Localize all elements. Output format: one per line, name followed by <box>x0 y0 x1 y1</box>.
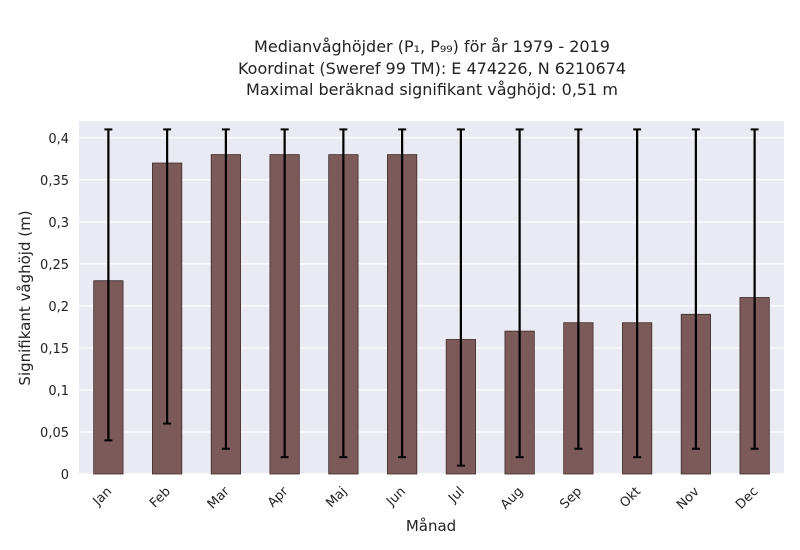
plot-area <box>79 121 784 474</box>
y-axis-label: Signifikant våghöjd (m) <box>16 210 34 385</box>
x-tick-label: Sep <box>557 484 585 512</box>
x-tick-label: Jun <box>383 484 409 510</box>
x-tick-label: Mar <box>205 484 233 512</box>
error-bar-jul <box>456 128 465 467</box>
error-bar-apr <box>280 128 289 459</box>
y-tick-label: 0,15 <box>40 342 69 357</box>
error-bar-maj <box>339 128 348 459</box>
y-tick-label: 0,35 <box>40 174 69 189</box>
y-tick-label: 0 <box>61 468 69 483</box>
y-tick-label: 0,05 <box>40 426 69 441</box>
grid-lines <box>79 137 784 475</box>
x-tick-label: Dec <box>733 484 761 512</box>
x-tick-label: Okt <box>617 484 644 511</box>
error-bar-dec <box>750 128 759 450</box>
chart-title: Medianvåghöjder (P₁, P₉₉) för år 1979 - … <box>238 37 626 99</box>
error-bar-jan <box>104 128 113 442</box>
error-bars <box>104 128 759 467</box>
x-tick-label: Apr <box>265 484 292 511</box>
chart-title-line-1: Medianvåghöjder (P₁, P₉₉) för år 1979 - … <box>254 37 610 56</box>
x-tick-label: Nov <box>674 484 703 513</box>
error-bar-okt <box>633 128 642 459</box>
x-tick-label: Jul <box>445 484 467 506</box>
x-axis-ticks: Jan Feb Mar Apr Maj Jun Jul Aug Sep Okt Nov Dec <box>90 484 762 513</box>
y-axis-ticks: 0 0,05 0,1 0,15 0,2 0,25 0,3 0,35 0,4 <box>40 132 69 483</box>
x-tick-label: Jan <box>90 484 115 509</box>
y-tick-label: 0,3 <box>48 216 69 231</box>
x-axis-label: Månad <box>406 517 456 535</box>
chart-title-line-3: Maximal beräknad signifikant våghöjd: 0,… <box>246 80 618 99</box>
error-bar-mar <box>221 128 230 450</box>
y-tick-label: 0,2 <box>48 300 69 315</box>
y-tick-label: 0,4 <box>48 132 69 147</box>
error-bar-feb <box>163 128 172 425</box>
x-tick-label: Feb <box>147 484 174 511</box>
y-tick-label: 0,1 <box>48 384 69 399</box>
error-bar-jun <box>398 128 407 459</box>
error-bar-aug <box>515 128 524 459</box>
error-bar-sep <box>574 128 583 450</box>
y-tick-label: 0,25 <box>40 258 69 273</box>
x-tick-label: Maj <box>323 484 350 511</box>
x-tick-label: Aug <box>498 484 527 513</box>
chart-title-line-2: Koordinat (Sweref 99 TM): E 474226, N 62… <box>238 59 626 78</box>
error-bar-nov <box>691 128 700 450</box>
